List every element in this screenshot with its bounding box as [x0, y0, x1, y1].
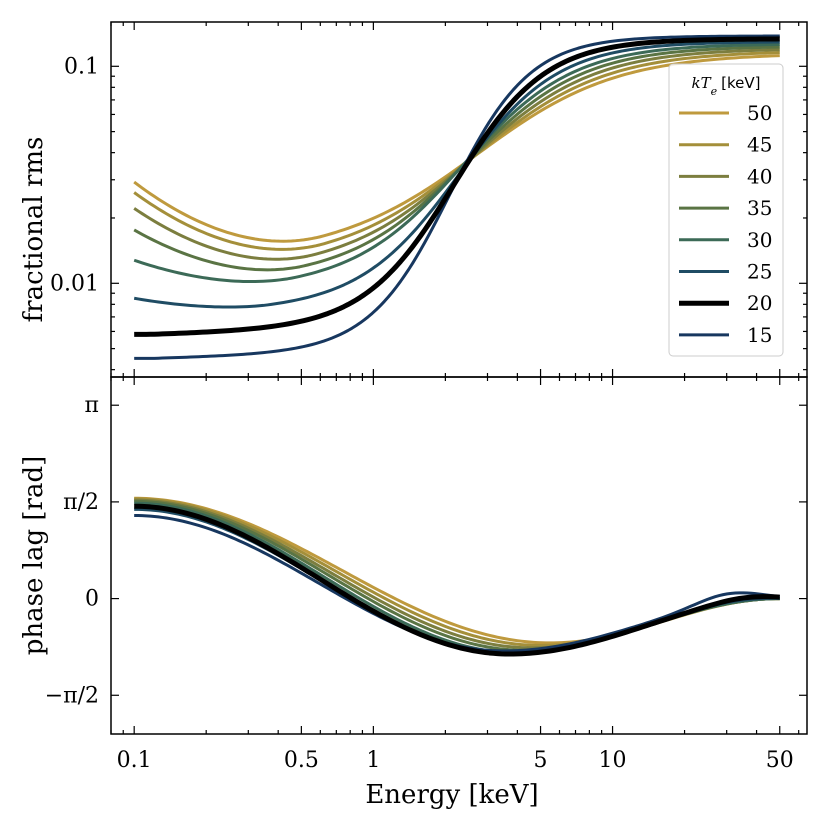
- legend-label-15: 15: [747, 323, 772, 347]
- rms-line-kTe-20: [134, 36, 780, 337]
- lag-line-kTe-35: [134, 499, 780, 652]
- x-tick-label-5: 5: [534, 748, 548, 773]
- legend-title: kTe [keV]: [692, 74, 761, 98]
- legend-label-45: 45: [747, 133, 772, 157]
- lag-y-axis-label: phase lag [rad]: [19, 456, 49, 655]
- legend-label-50: 50: [747, 101, 772, 125]
- lag-y-tick-label-3: π: [85, 393, 99, 418]
- tick-marks: [110, 22, 807, 734]
- rms-line-kTe-30: [133, 42, 780, 284]
- legend: kTe [keV] 50 45 40 35 30 25 20 15: [668, 63, 784, 357]
- legend-box: [668, 63, 784, 357]
- lag-panel-curves: [134, 496, 780, 657]
- lag-y-tick-label-0: −π/2: [45, 683, 99, 708]
- x-tick-label-0.5: 0.5: [284, 748, 319, 773]
- legend-label-35: 35: [747, 196, 772, 220]
- axes: [110, 21, 808, 735]
- x-tick-label-10: 10: [599, 748, 627, 773]
- lag-y-tick-label-1: 0: [85, 587, 99, 612]
- rms-panel-curves: [133, 34, 780, 360]
- lag-panel-frame: [110, 376, 808, 735]
- x-tick-label-50: 50: [766, 748, 794, 773]
- x-tick-label-1: 1: [366, 748, 380, 773]
- legend-label-25: 25: [747, 260, 772, 284]
- rms-y-axis-label: fractional rms: [19, 137, 49, 323]
- lag-y-tick-label-2: π/2: [63, 490, 99, 515]
- rms-y-tick-label-0.01: 0.01: [50, 271, 99, 296]
- rms-y-tick-label-0.1: 0.1: [64, 54, 99, 79]
- legend-label-30: 30: [747, 228, 772, 252]
- legend-label-20: 20: [747, 291, 772, 315]
- x-tick-label-0.1: 0.1: [117, 748, 152, 773]
- legend-label-40: 40: [747, 164, 772, 188]
- lag-line-kTe-20: [134, 503, 780, 657]
- x-axis-label: Energy [keV]: [365, 780, 538, 810]
